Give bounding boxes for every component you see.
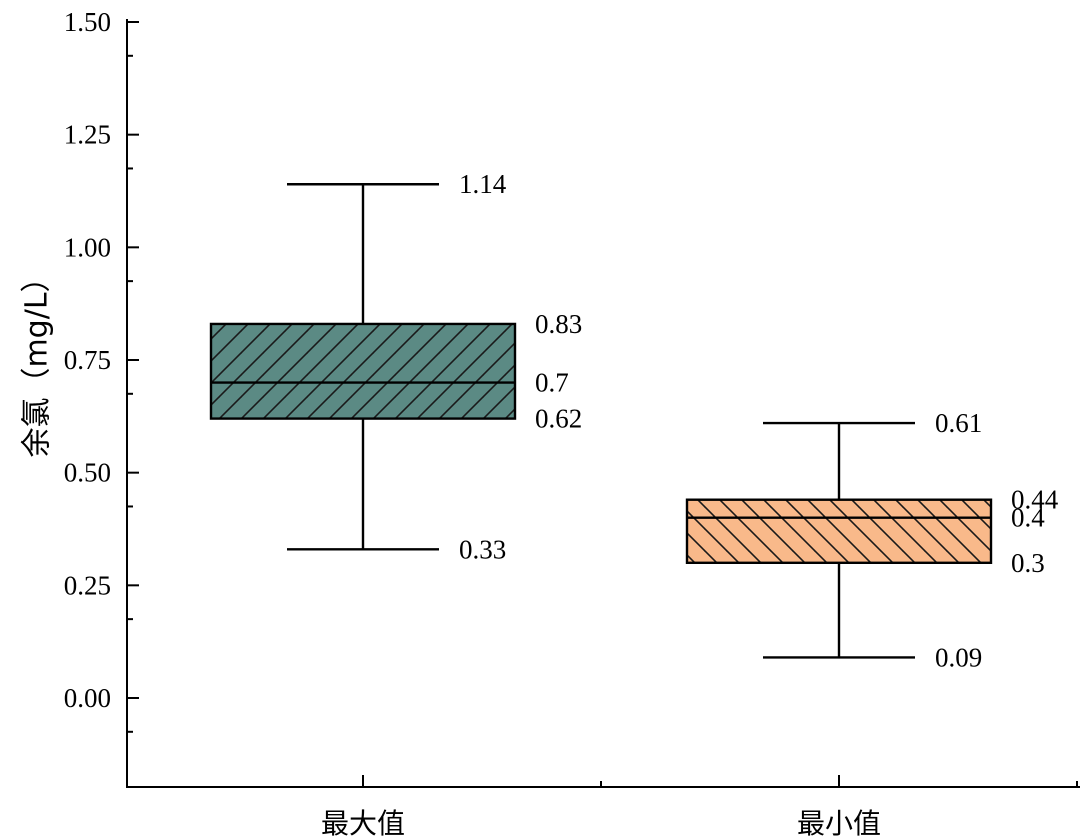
x-ticks: 最大值 最小值 <box>321 775 1078 840</box>
y-tick-label: 0.50 <box>64 458 111 488</box>
x-category-label: 最大值 <box>321 807 405 840</box>
y-tick-label: 0.00 <box>64 683 111 713</box>
y-axis-title: 余氯（mg/L） <box>20 262 55 457</box>
y-ticks: 0.00 0.25 0.50 0.75 1.00 1.25 1.50 <box>64 7 139 733</box>
box-outline <box>209 322 517 420</box>
x-category-label: 最小值 <box>797 807 881 840</box>
y-tick-label: 0.75 <box>64 345 111 375</box>
whisker-high-label: 0.61 <box>935 408 982 438</box>
q1-label: 0.3 <box>1011 548 1045 578</box>
whisker-high-label: 1.14 <box>459 169 507 199</box>
median-label: 0.4 <box>1011 503 1045 533</box>
q3-label: 0.83 <box>535 309 582 339</box>
boxes: 1.14 0.33 0.83 0.7 0.62 0.61 0.09 0.440.4 0.3 <box>209 169 1059 672</box>
q3-label: 0.44 <box>1011 485 1059 515</box>
y-tick-label: 0.25 <box>64 570 111 600</box>
whisker-low-label: 0.09 <box>935 642 982 672</box>
y-tick-label: 1.25 <box>64 120 111 150</box>
q1-label: 0.62 <box>535 404 582 434</box>
whisker-low-label: 0.33 <box>459 534 506 564</box>
box-2: 0.61 0.09 0.440.4 0.3 <box>685 408 1059 672</box>
box-outline <box>685 498 993 564</box>
box-1: 1.14 0.33 0.83 0.7 0.62 <box>209 169 582 564</box>
y-tick-label: 1.50 <box>64 7 111 37</box>
median-label: 0.7 <box>535 368 569 398</box>
y-tick-label: 1.00 <box>64 232 111 262</box>
axes: 0.00 0.25 0.50 0.75 1.00 1.25 1.50 最大值 最小值 <box>64 7 1080 840</box>
